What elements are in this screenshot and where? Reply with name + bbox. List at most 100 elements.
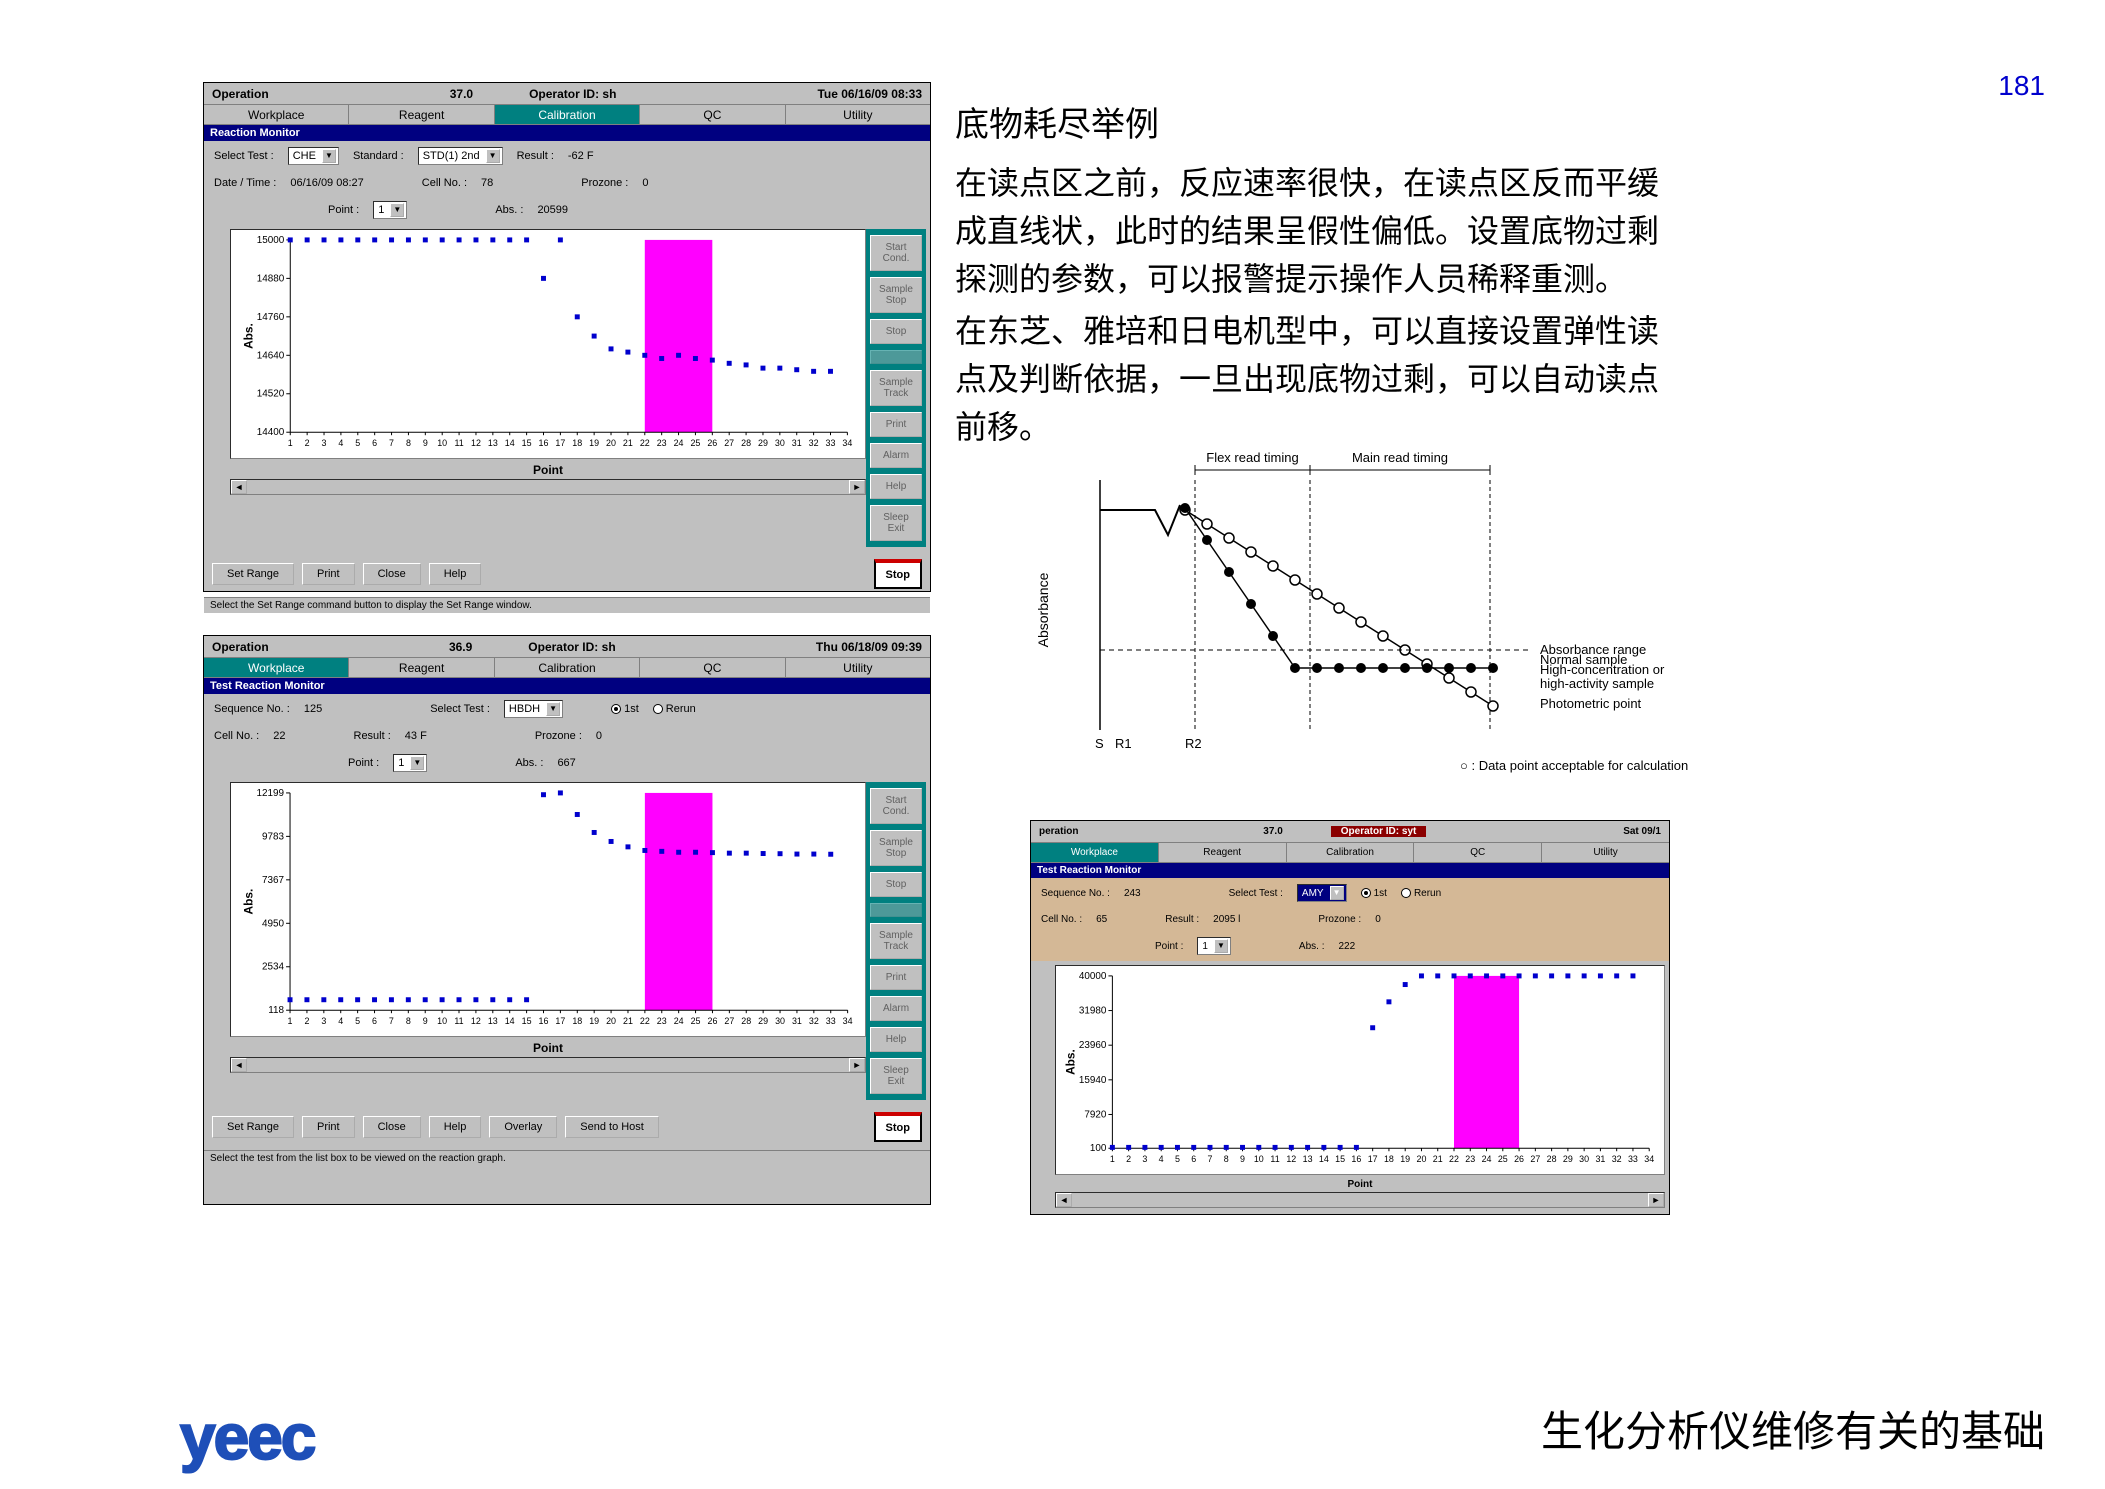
sidebar-button[interactable]: Sample Track	[870, 370, 922, 406]
scroll-right-icon[interactable]: ►	[849, 1058, 865, 1072]
horizontal-scrollbar[interactable]: ◄►	[230, 1057, 866, 1073]
menu-item-calibration[interactable]: Calibration	[495, 658, 640, 677]
svg-text:2534: 2534	[262, 962, 285, 973]
scroll-left-icon[interactable]: ◄	[1056, 1193, 1072, 1207]
svg-text:23: 23	[657, 1016, 667, 1026]
menu-item-reagent[interactable]: Reagent	[349, 105, 494, 124]
svg-text:34: 34	[843, 1016, 853, 1026]
radio-rerun[interactable]: Rerun	[653, 703, 696, 715]
sidebar-button[interactable]: Stop	[870, 872, 922, 897]
menu-item-qc[interactable]: QC	[1414, 843, 1542, 862]
print-button[interactable]: Print	[302, 563, 355, 585]
sidebar-button[interactable]: Alarm	[870, 996, 922, 1021]
point-dropdown[interactable]: 1▼	[373, 201, 407, 219]
abs-value: 222	[1339, 941, 1356, 952]
svg-text:19: 19	[589, 438, 599, 448]
menubar: WorkplaceReagentCalibrationQCUtility	[204, 658, 930, 678]
sidebar-button[interactable]	[870, 903, 922, 917]
svg-text:22: 22	[640, 1016, 650, 1026]
print-button[interactable]: Print	[302, 1116, 355, 1138]
menu-item-utility[interactable]: Utility	[786, 658, 930, 677]
stop-button[interactable]: Stop	[874, 1112, 922, 1142]
menu-item-utility[interactable]: Utility	[1542, 843, 1669, 862]
svg-text:Photometric point: Photometric point	[1540, 696, 1642, 711]
set-range-button[interactable]: Set Range	[212, 1116, 294, 1138]
sidebar-button[interactable]	[870, 350, 922, 364]
scroll-right-icon[interactable]: ►	[1648, 1193, 1664, 1207]
result-label: Result :	[354, 730, 391, 742]
menu-item-workplace[interactable]: Workplace	[1031, 843, 1159, 862]
sidebar-button[interactable]: Sample Track	[870, 923, 922, 959]
svg-text:12: 12	[471, 438, 481, 448]
scroll-right-icon[interactable]: ►	[849, 480, 865, 494]
menu-item-qc[interactable]: QC	[640, 105, 785, 124]
sidebar-button[interactable]: Help	[870, 474, 922, 499]
menu-item-workplace[interactable]: Workplace	[204, 105, 349, 124]
svg-text:27: 27	[1530, 1154, 1540, 1164]
menu-item-calibration[interactable]: Calibration	[495, 105, 640, 124]
menu-item-calibration[interactable]: Calibration	[1287, 843, 1415, 862]
svg-text:30: 30	[1579, 1154, 1589, 1164]
chevron-down-icon: ▼	[390, 203, 404, 217]
select-test-dropdown[interactable]: HBDH▼	[504, 700, 563, 718]
sidebar-button[interactable]: Start Cond.	[870, 235, 922, 271]
select-test-dropdown[interactable]: CHE▼	[288, 147, 339, 165]
titlebar: peration 37.0 Operator ID: syt Sat 09/1	[1031, 821, 1669, 843]
svg-text:23960: 23960	[1079, 1040, 1107, 1051]
svg-text:28: 28	[741, 1016, 751, 1026]
sidebar-button[interactable]: Sample Stop	[870, 277, 922, 313]
svg-text:7920: 7920	[1084, 1109, 1107, 1120]
svg-text:23: 23	[657, 438, 667, 448]
close-button[interactable]: Close	[363, 563, 421, 585]
help-button[interactable]: Help	[429, 563, 482, 585]
menu-item-utility[interactable]: Utility	[786, 105, 930, 124]
scroll-left-icon[interactable]: ◄	[231, 1058, 247, 1072]
menu-item-qc[interactable]: QC	[640, 658, 785, 677]
help-button[interactable]: Help	[429, 1116, 482, 1138]
overlay-button[interactable]: Overlay	[489, 1116, 557, 1138]
result-label: Result :	[517, 150, 554, 162]
radio-rerun[interactable]: Rerun	[1401, 888, 1441, 899]
logo: yeec	[180, 1400, 314, 1474]
svg-text:15: 15	[522, 1016, 532, 1026]
sidebar-button[interactable]: Sleep Exit	[870, 505, 922, 541]
sidebar-button[interactable]: Print	[870, 965, 922, 990]
horizontal-scrollbar[interactable]: ◄►	[1055, 1192, 1665, 1208]
svg-text:7367: 7367	[262, 875, 285, 886]
menu-item-reagent[interactable]: Reagent	[1159, 843, 1287, 862]
menubar: WorkplaceReagentCalibrationQCUtility	[1031, 843, 1669, 863]
horizontal-scrollbar[interactable]: ◄►	[230, 479, 866, 495]
standard-dropdown[interactable]: STD(1) 2nd▼	[418, 147, 503, 165]
titlebar-temp: 37.0	[1255, 826, 1290, 837]
svg-text:11: 11	[454, 1016, 463, 1026]
svg-text:30: 30	[775, 438, 785, 448]
radio-1st[interactable]: 1st	[1361, 888, 1387, 899]
svg-text:100: 100	[1090, 1143, 1107, 1154]
svg-text:15940: 15940	[1079, 1075, 1107, 1086]
set-range-button[interactable]: Set Range	[212, 563, 294, 585]
titlebar-operation: peration	[1031, 826, 1086, 837]
explanation-text: 底物耗尽举例 在读点区之前，反应速率很快，在读点区反而平缓成直线状，此时的结果呈…	[955, 100, 1675, 455]
sidebar-button[interactable]: Sleep Exit	[870, 1058, 922, 1094]
sidebar-button[interactable]: Print	[870, 412, 922, 437]
sidebar-button[interactable]: Start Cond.	[870, 788, 922, 824]
sidebar-button[interactable]: Alarm	[870, 443, 922, 468]
titlebar: Operation 37.0 Operator ID: sh Tue 06/16…	[204, 83, 930, 105]
radio-1st[interactable]: 1st	[611, 703, 639, 715]
sidebar-button[interactable]: Stop	[870, 319, 922, 344]
svg-text:5: 5	[1175, 1154, 1180, 1164]
sidebar-button[interactable]: Sample Stop	[870, 830, 922, 866]
point-dropdown[interactable]: 1▼	[1197, 937, 1231, 955]
send-to-host-button[interactable]: Send to Host	[565, 1116, 659, 1138]
scroll-left-icon[interactable]: ◄	[231, 480, 247, 494]
select-test-dropdown[interactable]: AMY▼	[1297, 884, 1347, 902]
sidebar-button[interactable]: Help	[870, 1027, 922, 1052]
close-button[interactable]: Close	[363, 1116, 421, 1138]
svg-text:8: 8	[1224, 1154, 1229, 1164]
menu-item-reagent[interactable]: Reagent	[349, 658, 494, 677]
menu-item-workplace[interactable]: Workplace	[204, 658, 349, 677]
svg-text:3: 3	[1142, 1154, 1147, 1164]
seq-value: 243	[1124, 888, 1141, 899]
point-dropdown[interactable]: 1▼	[393, 754, 427, 772]
stop-button[interactable]: Stop	[874, 559, 922, 589]
